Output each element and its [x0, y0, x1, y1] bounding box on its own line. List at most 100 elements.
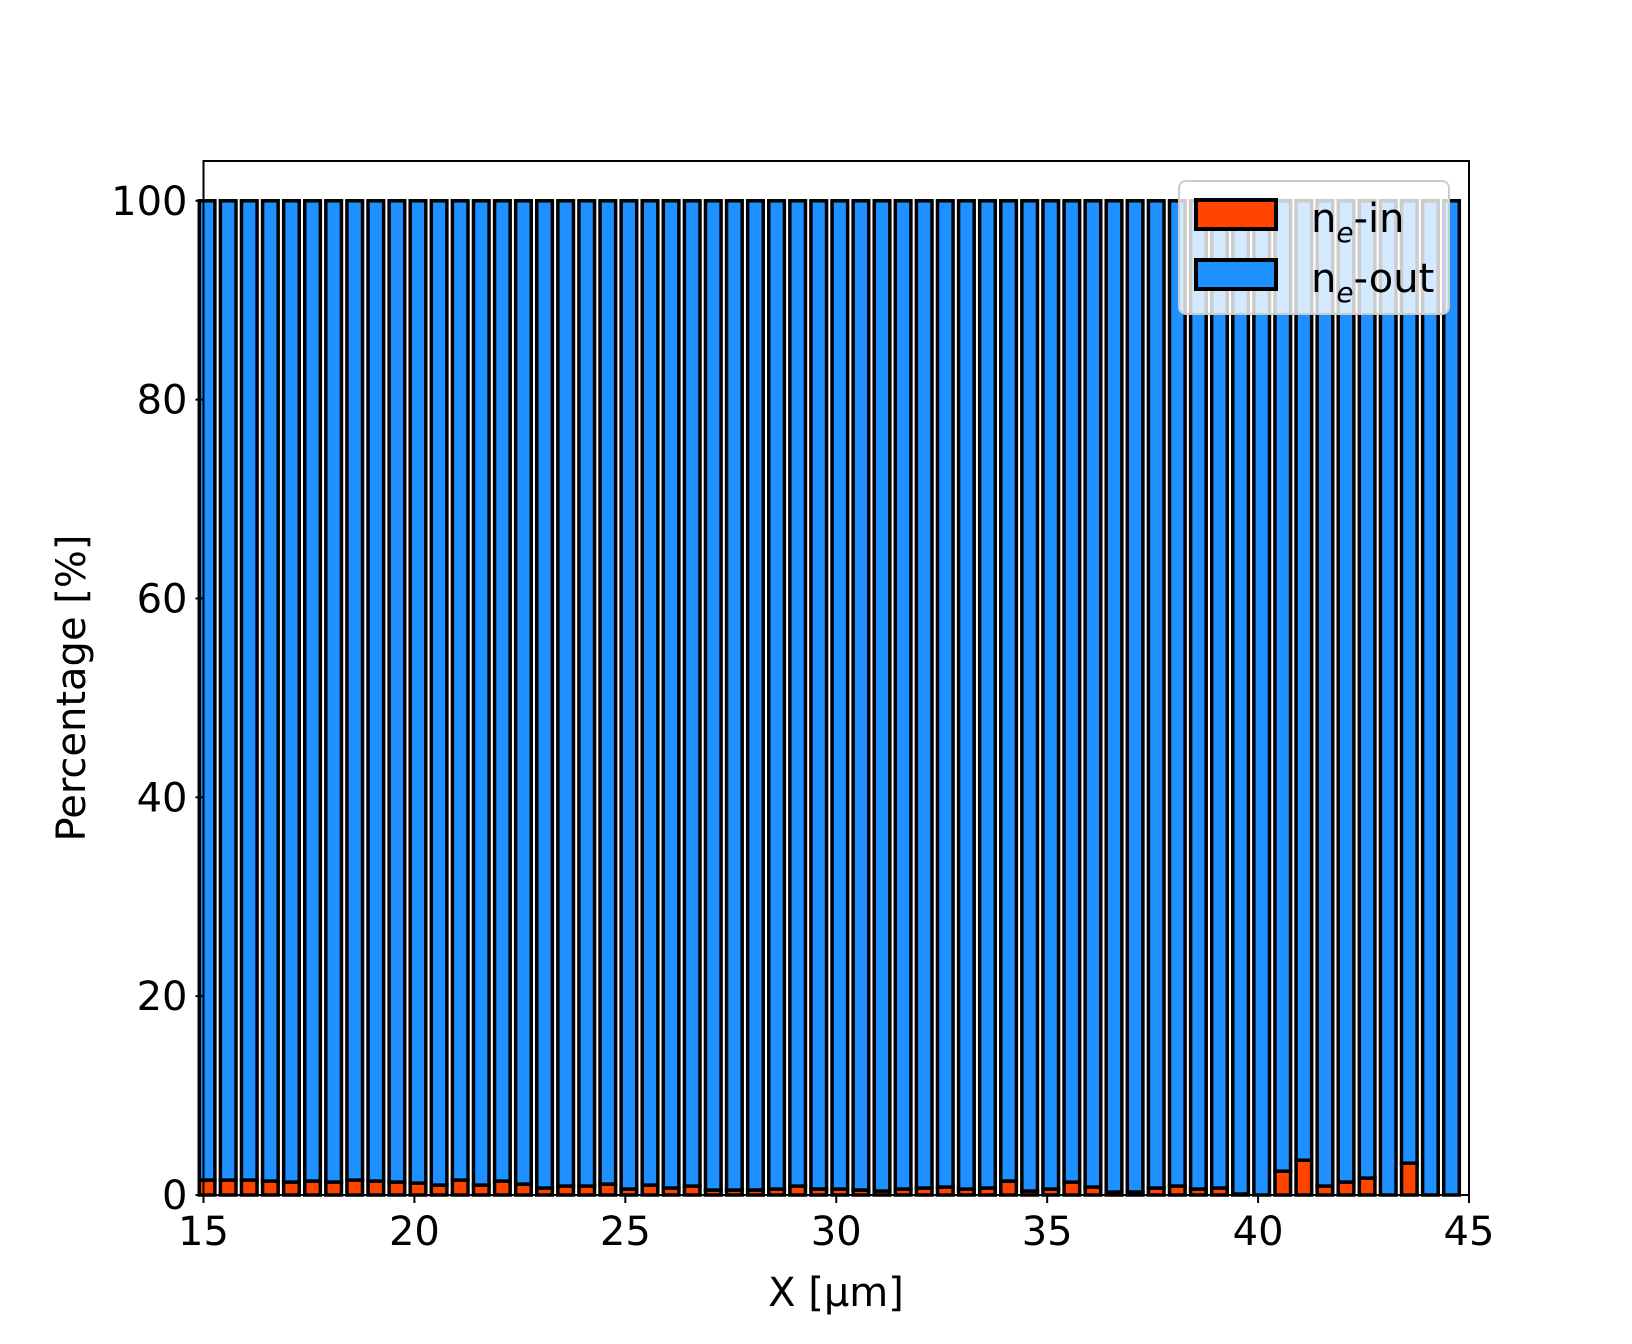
bar-ne-out — [324, 199, 344, 1184]
bar-ne-out — [1062, 199, 1082, 1184]
y-tick-label: 60 — [137, 576, 188, 622]
bar-ne-in — [281, 1180, 302, 1197]
legend: ne-in ne-out — [1178, 180, 1450, 315]
legend-label-subscript: e — [1336, 216, 1353, 249]
x-axis: 15 20 25 30 35 40 45 — [178, 1195, 1494, 1255]
bar-ne-out — [1336, 199, 1356, 1184]
legend-label-main: n — [1311, 196, 1336, 242]
bar-ne-out — [218, 199, 238, 1182]
bar-ne-out — [830, 199, 850, 1191]
bar-ne-out — [1104, 199, 1124, 1194]
bar-ne-out — [1041, 199, 1061, 1191]
bar-ne-in — [1294, 1158, 1314, 1197]
bar-ne-in — [408, 1181, 428, 1197]
bar-ne-in — [1399, 1161, 1419, 1197]
bar-ne-out — [1125, 199, 1145, 1194]
bar-ne-out — [1252, 199, 1272, 1197]
bar-ne-in — [1357, 1176, 1377, 1197]
legend-label-suffix: -out — [1354, 256, 1435, 302]
bar-ne-out — [1167, 199, 1187, 1188]
bar-ne-out — [872, 199, 892, 1193]
bar-ne-out — [598, 199, 618, 1186]
bar-ne-out — [977, 199, 998, 1190]
x-tick-label: 45 — [1444, 1209, 1495, 1255]
legend-label-main: n — [1311, 256, 1336, 302]
legend-label-suffix: -in — [1354, 196, 1405, 242]
bar-ne-out — [851, 199, 871, 1192]
bar-ne-out — [492, 199, 512, 1183]
bar-ne-out — [1294, 199, 1314, 1162]
bar-ne-in — [1336, 1180, 1356, 1197]
x-tick-label: 20 — [389, 1209, 440, 1255]
bar-ne-out — [935, 199, 955, 1189]
bar-ne-out — [260, 199, 280, 1183]
bar-ne-out — [534, 199, 555, 1190]
bar-ne-out — [893, 199, 913, 1191]
bar-ne-out — [366, 199, 386, 1183]
y-axis: 0 20 40 60 80 100 — [111, 179, 204, 1219]
bar-ne-in — [260, 1179, 280, 1197]
bar-ne-out — [724, 199, 744, 1192]
bar-ne-out — [703, 199, 723, 1192]
bar-ne-out — [450, 199, 470, 1182]
bar-ne-out — [387, 199, 407, 1184]
bar-ne-out — [1231, 199, 1251, 1196]
x-tick-label: 25 — [600, 1209, 651, 1255]
bar-ne-in — [218, 1178, 238, 1197]
bar-ne-in — [239, 1178, 259, 1197]
bar-ne-in — [450, 1178, 470, 1197]
legend-swatch-ne-in — [1194, 198, 1278, 231]
bar-ne-out — [1378, 199, 1398, 1197]
bar-ne-out — [788, 199, 808, 1188]
legend-swatch-ne-out — [1194, 258, 1278, 291]
y-tick-label: 80 — [137, 378, 188, 424]
bar-ne-in — [366, 1179, 386, 1197]
bar-ne-in — [999, 1179, 1019, 1197]
bar-ne-out — [1441, 199, 1462, 1197]
bar-ne-out — [682, 199, 702, 1188]
bar-ne-out — [1146, 199, 1166, 1190]
bar-ne-out — [1209, 199, 1230, 1190]
x-tick-label: 40 — [1233, 1209, 1284, 1255]
bar-ne-out — [1315, 199, 1335, 1188]
bar-ne-out — [1273, 199, 1293, 1173]
bar-ne-in — [492, 1179, 512, 1197]
bar-ne-out — [640, 199, 660, 1187]
bar-ne-out — [619, 199, 639, 1191]
legend-label-subscript: e — [1336, 276, 1353, 309]
x-axis-label: X [μm] — [768, 1270, 904, 1316]
bar-ne-in — [1062, 1180, 1082, 1197]
bar-ne-out — [302, 199, 323, 1183]
y-tick-label: 40 — [137, 775, 188, 821]
legend-label-ne-out: ne-out — [1311, 256, 1434, 309]
bar-ne-out — [914, 199, 934, 1190]
bar-ne-out — [471, 199, 491, 1187]
bar-ne-in — [197, 1178, 217, 1197]
x-tick-label: 15 — [178, 1209, 229, 1255]
bar-ne-in — [345, 1178, 365, 1197]
bar-ne-out — [956, 199, 976, 1191]
x-tick-label: 30 — [811, 1209, 862, 1255]
bar-ne-out — [513, 199, 534, 1186]
bar-ne-out — [745, 199, 766, 1192]
y-tick-label: 0 — [162, 1173, 187, 1219]
bar-ne-out — [1188, 199, 1208, 1191]
bar-ne-out — [556, 199, 576, 1188]
bar-ne-out — [345, 199, 365, 1182]
bar-ne-out — [999, 199, 1019, 1183]
legend-label-ne-in: ne-in — [1311, 196, 1405, 249]
bar-ne-in — [324, 1180, 344, 1197]
bar-ne-in — [387, 1180, 407, 1197]
y-axis-label: Percentage [%] — [49, 535, 95, 842]
bar-ne-out — [661, 199, 681, 1190]
x-tick-label: 35 — [1022, 1209, 1073, 1255]
bar-ne-out — [281, 199, 302, 1184]
bar-ne-out — [577, 199, 597, 1188]
bar-ne-out — [429, 199, 449, 1187]
bar-ne-out — [1420, 199, 1440, 1197]
bar-ne-in — [1273, 1169, 1293, 1197]
bar-ne-out — [1083, 199, 1103, 1189]
bar-ne-out — [767, 199, 787, 1191]
y-tick-label: 100 — [111, 179, 187, 225]
